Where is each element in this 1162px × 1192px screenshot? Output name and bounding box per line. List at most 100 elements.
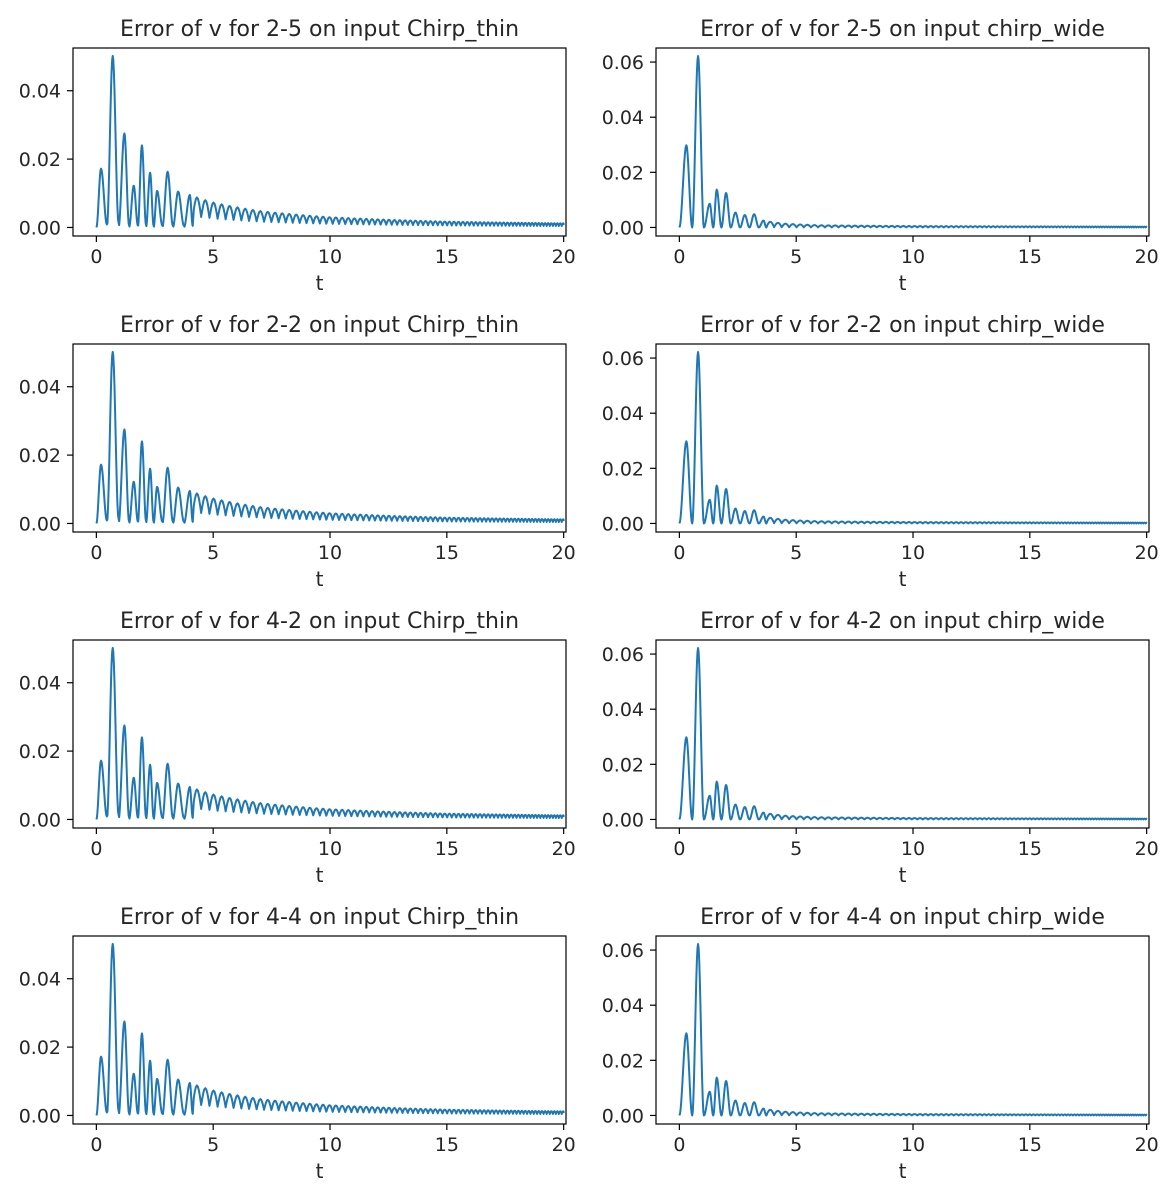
axes-frame (72, 343, 567, 533)
axes-frame (72, 639, 567, 829)
x-tick-label: 0 (90, 838, 102, 860)
x-tick-label: 15 (435, 542, 459, 564)
x-tick-label: 15 (435, 838, 459, 860)
series-line (95, 646, 565, 820)
x-tick-label: 10 (318, 838, 342, 860)
y-tick-label: 0.00 (19, 809, 61, 831)
series-line (678, 350, 1148, 525)
x-tick-label: 0 (673, 1134, 685, 1156)
y-tick-label: 0.04 (602, 107, 644, 129)
x-axis-label: t (316, 567, 324, 591)
y-tick-label: 0.00 (19, 1105, 61, 1127)
x-tick-label: 5 (790, 542, 802, 564)
y-tick-label: 0.00 (602, 513, 644, 535)
x-tick-label: 15 (435, 1134, 459, 1156)
subplot-8: Error of v for 4-4 on input chirp_wide 0 5… (602, 905, 1159, 1183)
x-tick-label: 15 (1018, 246, 1042, 268)
y-tick-label: 0.02 (19, 741, 61, 763)
y-tick-label: 0.00 (19, 217, 61, 239)
axes-frame (655, 935, 1150, 1125)
y-tick-label: 0.04 (602, 699, 644, 721)
x-tick-label: 10 (318, 542, 342, 564)
x-tick-label: 20 (1135, 542, 1159, 564)
x-tick-label: 5 (207, 246, 219, 268)
x-tick-label: 20 (1135, 838, 1159, 860)
x-axis-label: t (316, 271, 324, 295)
subplot-5: Error of v for 4-2 on input Chirp_thin 0 5… (19, 609, 576, 887)
y-tick-label: 0.02 (602, 458, 644, 480)
series-line (95, 350, 565, 524)
y-tick-label: 0.04 (19, 377, 61, 399)
subplot-2: Error of v for 2-5 on input chirp_wide 0 5… (602, 17, 1159, 295)
x-axis-label: t (899, 863, 907, 887)
x-axis-label: t (899, 567, 907, 591)
subplot-title: Error of v for 2-5 on input Chirp_thin (120, 17, 519, 42)
series-line (678, 646, 1148, 821)
subplot-title: Error of v for 2-2 on input Chirp_thin (120, 313, 519, 338)
y-tick-label: 0.02 (19, 1037, 61, 1059)
y-tick-label: 0.06 (602, 644, 644, 666)
y-tick-label: 0.06 (602, 348, 644, 370)
y-tick-label: 0.02 (19, 149, 61, 171)
subplot-4: Error of v for 2-2 on input chirp_wide 0 5… (602, 313, 1159, 591)
x-tick-label: 10 (318, 1134, 342, 1156)
y-tick-label: 0.04 (19, 673, 61, 695)
y-tick-label: 0.04 (602, 995, 644, 1017)
subplot-1: Error of v for 2-5 on input Chirp_thin 0 5… (19, 17, 576, 295)
x-tick-label: 5 (207, 838, 219, 860)
y-tick-label: 0.02 (19, 445, 61, 467)
x-tick-label: 10 (901, 1134, 925, 1156)
y-tick-label: 0.04 (602, 403, 644, 425)
axes-frame (655, 47, 1150, 237)
x-tick-label: 10 (901, 246, 925, 268)
x-tick-label: 10 (901, 542, 925, 564)
y-tick-label: 0.00 (19, 513, 61, 535)
x-tick-label: 15 (1018, 1134, 1042, 1156)
x-tick-label: 0 (673, 246, 685, 268)
y-tick-label: 0.02 (602, 754, 644, 776)
subplot-7: Error of v for 4-4 on input Chirp_thin 0 5… (19, 905, 576, 1183)
x-tick-label: 5 (207, 542, 219, 564)
subplot-title: Error of v for 2-2 on input chirp_wide (700, 313, 1105, 338)
x-tick-label: 0 (90, 1134, 102, 1156)
y-tick-label: 0.02 (602, 162, 644, 184)
x-tick-label: 15 (1018, 542, 1042, 564)
y-tick-label: 0.06 (602, 940, 644, 962)
x-axis-label: t (899, 271, 907, 295)
y-tick-label: 0.06 (602, 52, 644, 74)
x-tick-label: 20 (1135, 1134, 1159, 1156)
axes-frame (655, 343, 1150, 533)
subplot-title: Error of v for 4-4 on input Chirp_thin (120, 905, 519, 930)
x-tick-label: 0 (673, 838, 685, 860)
x-tick-label: 20 (552, 1134, 576, 1156)
x-tick-label: 5 (790, 246, 802, 268)
x-tick-label: 20 (1135, 246, 1159, 268)
axes-frame (655, 639, 1150, 829)
x-tick-label: 10 (318, 246, 342, 268)
y-tick-label: 0.04 (19, 81, 61, 103)
x-tick-label: 5 (790, 838, 802, 860)
subplot-title: Error of v for 4-2 on input chirp_wide (700, 609, 1105, 634)
subplot-title: Error of v for 4-2 on input Chirp_thin (120, 609, 519, 634)
x-axis-label: t (899, 1159, 907, 1183)
y-tick-label: 0.00 (602, 1105, 644, 1127)
x-tick-label: 20 (552, 542, 576, 564)
series-line (95, 942, 565, 1116)
y-tick-label: 0.00 (602, 809, 644, 831)
x-tick-label: 10 (901, 838, 925, 860)
x-tick-label: 20 (552, 838, 576, 860)
x-tick-label: 15 (1018, 838, 1042, 860)
y-tick-label: 0.02 (602, 1050, 644, 1072)
subplot-3: Error of v for 2-2 on input Chirp_thin 0 5… (19, 313, 576, 591)
x-tick-label: 0 (90, 542, 102, 564)
x-axis-label: t (316, 863, 324, 887)
x-axis-label: t (316, 1159, 324, 1183)
x-tick-label: 5 (207, 1134, 219, 1156)
axes-frame (72, 47, 567, 237)
series-line (678, 942, 1148, 1117)
series-line (678, 54, 1148, 229)
y-tick-label: 0.00 (602, 217, 644, 239)
x-tick-label: 15 (435, 246, 459, 268)
subplot-6: Error of v for 4-2 on input chirp_wide 0 5… (602, 609, 1159, 887)
